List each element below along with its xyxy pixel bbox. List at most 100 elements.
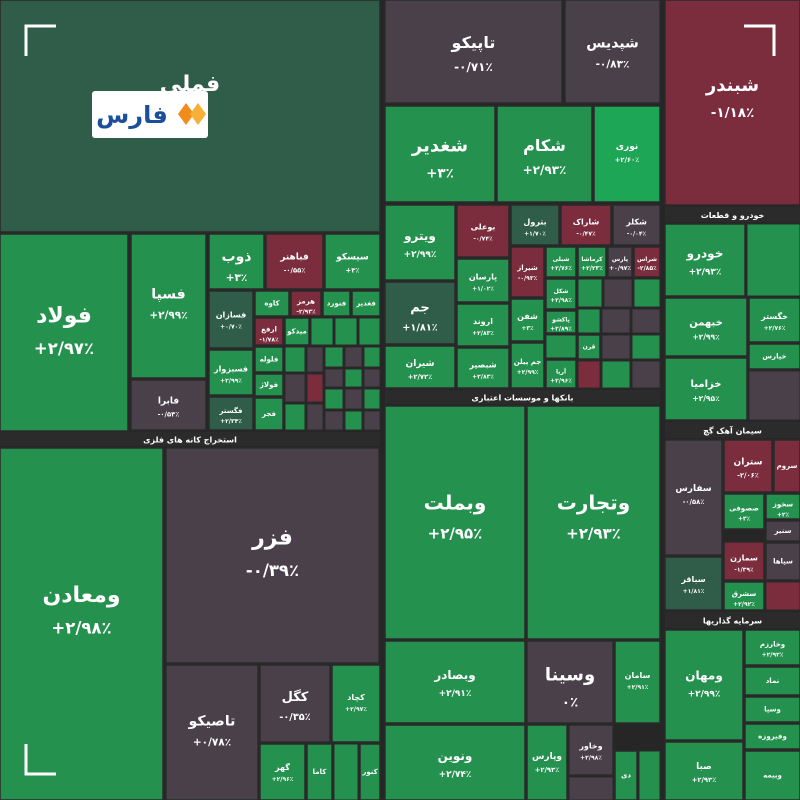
tile-name: شبندر xyxy=(705,75,759,96)
cell xyxy=(363,388,381,410)
tile xyxy=(254,397,284,431)
tile-change: +۲/۹۹٪ xyxy=(404,250,437,260)
tile-change: +۰/۷۰٪ xyxy=(220,323,242,330)
tile-name: سخوز xyxy=(772,501,793,509)
tile-name: شبصیر xyxy=(468,360,496,369)
tile-name: خپارس xyxy=(762,353,786,361)
cell xyxy=(601,308,631,334)
logo-icon xyxy=(190,103,206,125)
tile xyxy=(526,405,661,640)
tile xyxy=(130,233,207,379)
tile xyxy=(577,334,601,360)
tile xyxy=(545,278,577,310)
tile xyxy=(208,396,254,431)
section-bar xyxy=(385,390,660,404)
tile xyxy=(384,724,526,800)
tile-change: +۰/۷۸٪ xyxy=(193,737,231,749)
tile-name: فسپا xyxy=(151,286,185,302)
tile xyxy=(612,204,661,246)
tile-name: خزامیا xyxy=(691,379,722,390)
tile-name: جم پیلن xyxy=(514,358,542,366)
tile xyxy=(165,664,259,800)
tile-change: +۲/۹۱٪ xyxy=(627,684,649,691)
cell xyxy=(344,388,363,410)
cell xyxy=(344,368,363,388)
tile-name: ارفع xyxy=(261,325,277,333)
logo-text: فارس xyxy=(96,101,168,129)
tile xyxy=(593,105,661,203)
cell xyxy=(577,308,601,334)
tile-name: سمازن xyxy=(730,553,758,562)
tile xyxy=(384,0,563,104)
cell xyxy=(633,278,661,308)
tile xyxy=(564,0,661,104)
tile-name: خگستر xyxy=(760,311,788,321)
cell xyxy=(363,410,381,431)
tile xyxy=(306,743,333,800)
tile xyxy=(165,447,380,664)
tile xyxy=(664,741,744,800)
tile-change: -۱/۱۸٪ xyxy=(711,105,755,121)
tile xyxy=(384,345,456,389)
tile-name: شبلی xyxy=(553,256,570,263)
tile-name: شپدیس xyxy=(586,35,639,51)
tile-change: +۲/۹۷٪ xyxy=(34,339,94,358)
tile xyxy=(545,359,577,389)
tile-name: کاما xyxy=(313,768,328,776)
tile-name: پارس xyxy=(612,256,628,263)
tile xyxy=(259,743,306,800)
tile xyxy=(723,541,765,581)
tile-name: فباهنر xyxy=(279,253,309,263)
section-bar xyxy=(0,432,380,446)
tile-change: +۲/۹۵٪ xyxy=(428,524,483,542)
tile-change: +۲/۷۲٪ xyxy=(408,373,433,381)
tile-change: +۲/۹۳٪ xyxy=(692,776,717,784)
tile xyxy=(664,223,746,297)
tile-change: +۲/۹۲٪ xyxy=(762,652,784,659)
tile-change: +۲/۹۹٪ xyxy=(692,332,720,341)
tile-change: +۲/۳۴٪ xyxy=(220,418,242,425)
tile xyxy=(384,204,456,281)
cell xyxy=(577,360,601,389)
tile-name: کنور xyxy=(361,768,378,776)
tile-name: شیران xyxy=(406,359,435,369)
tile-name: فغدیر xyxy=(355,300,376,308)
cell xyxy=(324,410,344,431)
tile xyxy=(359,743,381,800)
tile xyxy=(577,246,607,278)
tile-change: +۲/۹۶٪ xyxy=(272,776,294,783)
tile xyxy=(384,405,526,640)
tile xyxy=(510,298,545,342)
tile-change: +۲/۹۶٪ xyxy=(550,377,572,384)
tile xyxy=(560,204,612,246)
cell xyxy=(324,368,344,388)
tile-change: +۲/۸۹٪ xyxy=(550,326,572,333)
tile-change: +۱/۸۱٪ xyxy=(402,323,438,334)
tile-change: +۲/۹۸٪ xyxy=(51,618,111,637)
tile-name: ومعادن xyxy=(42,583,120,608)
tile-name: سیسکو xyxy=(335,253,369,263)
tile-name: نوری xyxy=(616,142,638,152)
tile-change: -۱/۷۸٪ xyxy=(259,336,279,343)
cell xyxy=(306,403,324,431)
tile-change: +۲/۹۳٪ xyxy=(689,268,722,278)
tile-name: فجر xyxy=(261,410,276,418)
section-bar xyxy=(665,207,800,222)
tile-name: وتجارت xyxy=(557,490,630,514)
tile xyxy=(765,493,800,520)
tile-name: خودرو xyxy=(686,247,724,262)
tile-name: هرمز xyxy=(296,298,315,306)
tile-name: فولاد xyxy=(36,304,92,329)
tile-change: +۲/۹۹٪ xyxy=(688,690,721,700)
cell xyxy=(746,223,800,297)
tile-name: فگستر xyxy=(219,406,243,415)
tile-change: +۲/۷۶٪ xyxy=(764,325,786,332)
section-bar xyxy=(665,612,800,628)
tile-change: +۱/۰۲٪ xyxy=(472,286,494,293)
tile-change: +۲/۹۸٪ xyxy=(550,297,572,304)
cell xyxy=(284,373,306,403)
tile-change: -۰/۷۴٪ xyxy=(473,235,493,242)
tile-change: +۲/۹۲٪ xyxy=(733,601,755,608)
tile-name: شفن xyxy=(517,312,538,321)
